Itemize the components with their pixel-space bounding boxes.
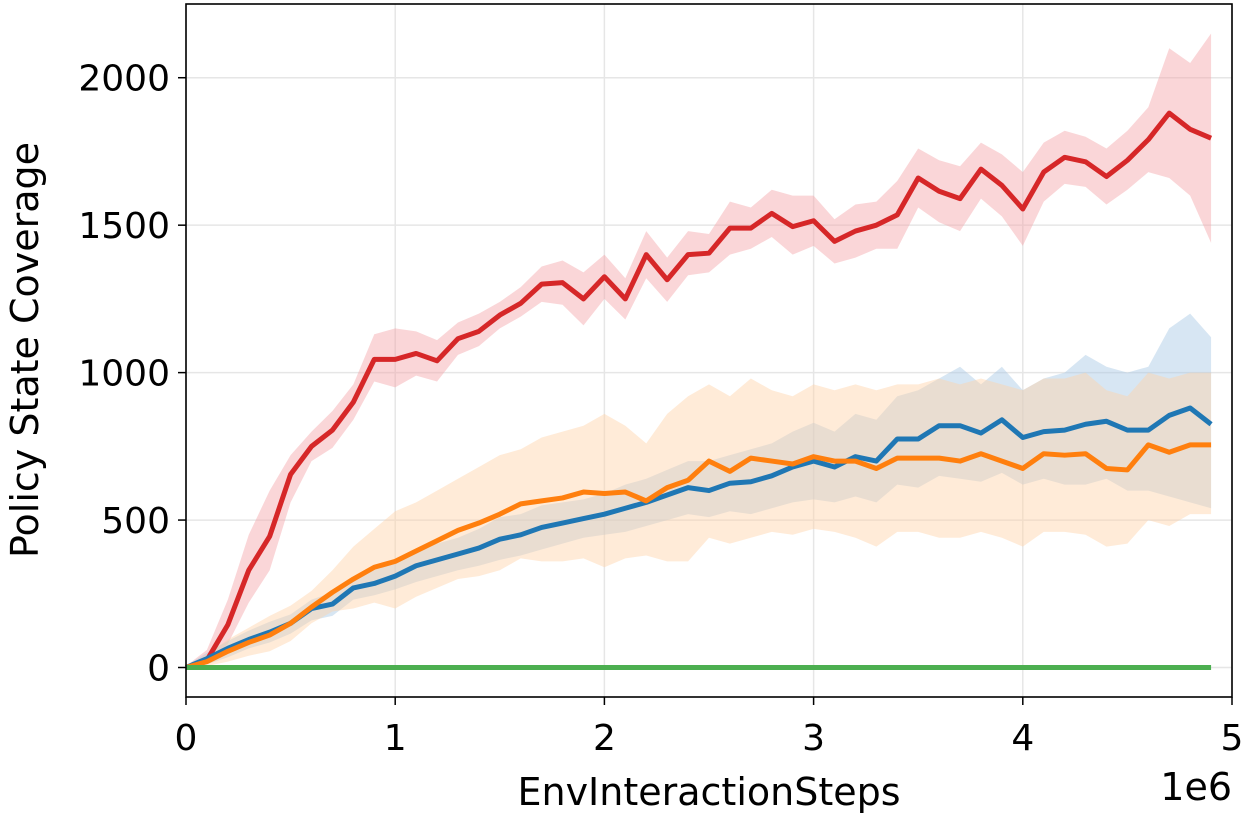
x-tick-label: 0 [175, 718, 198, 759]
y-axis: 0 500 1000 1500 2000 [78, 59, 186, 690]
series-2-line [185, 442, 1212, 670]
x-axis-offset-label: 1e6 [1160, 765, 1232, 809]
x-axis: 0 1 2 3 4 5 [175, 697, 1244, 759]
x-tick-label: 1 [384, 718, 407, 759]
x-tick-label: 5 [1221, 718, 1244, 759]
x-axis-label: EnvInteractionSteps [517, 770, 900, 814]
plot-frame [185, 3, 1233, 698]
y-tick-label: 0 [147, 649, 170, 690]
y-tick-label: 1000 [78, 354, 170, 395]
y-tick-label: 1500 [78, 206, 170, 247]
plot-background [186, 4, 1232, 697]
series-0-line [185, 110, 1213, 670]
y-axis-label: Policy State Coverage [3, 142, 47, 558]
x-tick-label: 4 [1011, 718, 1034, 759]
series-2-band [186, 372, 1212, 668]
grid [185, 4, 1233, 697]
series-0-band [186, 33, 1212, 668]
y-tick-label: 2000 [78, 59, 170, 100]
x-tick-label: 2 [593, 718, 616, 759]
series-lines [185, 110, 1213, 671]
series-1-line [185, 405, 1213, 670]
x-tick-label: 3 [802, 718, 825, 759]
y-tick-label: 500 [101, 501, 170, 542]
